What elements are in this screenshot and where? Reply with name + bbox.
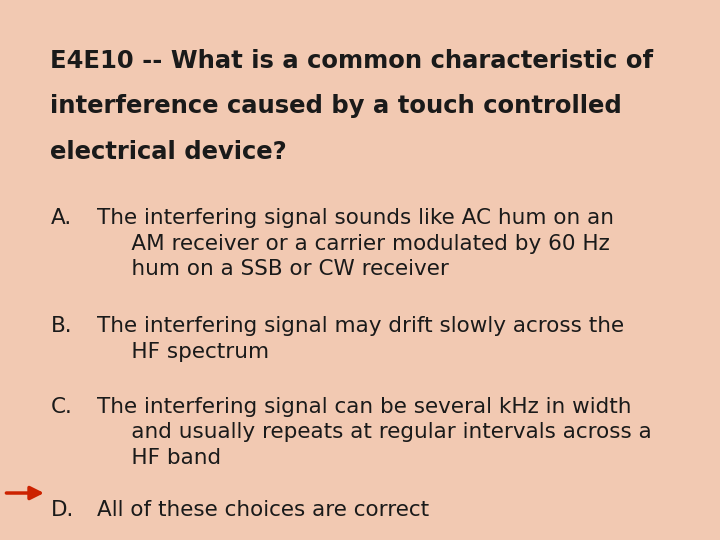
Text: electrical device?: electrical device? (50, 140, 287, 164)
Text: A.: A. (50, 208, 72, 228)
Text: C.: C. (50, 397, 72, 417)
Text: The interfering signal can be several kHz in width
     and usually repeats at r: The interfering signal can be several kH… (97, 397, 652, 468)
Text: B.: B. (50, 316, 72, 336)
Text: All of these choices are correct: All of these choices are correct (97, 500, 429, 519)
Text: The interfering signal sounds like AC hum on an
     AM receiver or a carrier mo: The interfering signal sounds like AC hu… (97, 208, 614, 279)
Text: D.: D. (50, 500, 73, 519)
Text: The interfering signal may drift slowly across the
     HF spectrum: The interfering signal may drift slowly … (97, 316, 624, 361)
Text: interference caused by a touch controlled: interference caused by a touch controlle… (50, 94, 622, 118)
Text: E4E10 -- What is a common characteristic of: E4E10 -- What is a common characteristic… (50, 49, 654, 72)
